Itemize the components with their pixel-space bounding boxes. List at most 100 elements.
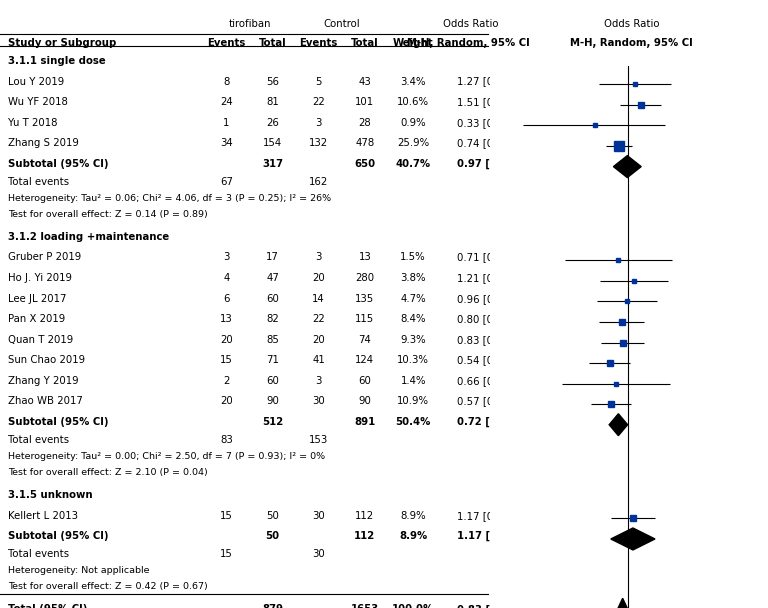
Text: 15: 15 [220,549,233,559]
Text: Test for overall effect: Z = 0.14 (P = 0.89): Test for overall effect: Z = 0.14 (P = 0… [8,210,207,219]
Text: Weight: Weight [393,38,433,47]
Text: Kellert L 2013: Kellert L 2013 [8,511,78,520]
Text: 30: 30 [313,511,325,520]
Text: 0.74 [0.48, 1.14]: 0.74 [0.48, 1.14] [457,138,542,148]
Text: 154: 154 [263,138,283,148]
Text: 8.4%: 8.4% [400,314,426,324]
Text: 3.8%: 3.8% [400,273,426,283]
Text: Study or Subgroup: Study or Subgroup [8,38,116,47]
Text: Odds Ratio: Odds Ratio [443,19,498,29]
Text: 135: 135 [355,294,375,303]
Text: 0.71 [0.12, 4.30]: 0.71 [0.12, 4.30] [457,252,542,263]
Text: tirofiban: tirofiban [228,19,271,29]
Polygon shape [609,413,627,436]
Text: 1.17 [0.56, 2.44]: 1.17 [0.56, 2.44] [457,511,542,520]
Text: 112: 112 [356,511,374,520]
Text: 15: 15 [220,511,233,520]
Text: 10.9%: 10.9% [397,396,429,406]
Text: 13: 13 [220,314,233,324]
Text: 1: 1 [223,118,230,128]
Text: 0.57 [0.29, 1.11]: 0.57 [0.29, 1.11] [457,396,542,406]
Text: 90: 90 [359,396,371,406]
Text: 100.0%: 100.0% [392,604,435,608]
Text: 10.6%: 10.6% [397,97,429,107]
Text: 112: 112 [354,531,376,541]
Text: 10.3%: 10.3% [397,355,429,365]
Text: 24: 24 [220,97,233,107]
Text: 74: 74 [359,334,371,345]
Text: 0.83 [0.67, 1.03]: 0.83 [0.67, 1.03] [457,604,552,608]
Text: 25.9%: 25.9% [397,138,429,148]
Text: 8.9%: 8.9% [400,511,426,520]
Text: 1.17 [0.56, 2.44]: 1.17 [0.56, 2.44] [457,531,552,542]
Text: 0.72 [0.53, 0.98]: 0.72 [0.53, 0.98] [457,417,552,427]
Text: 153: 153 [309,435,329,445]
Text: Ho J. Yi 2019: Ho J. Yi 2019 [8,273,71,283]
Text: Sun Chao 2019: Sun Chao 2019 [8,355,84,365]
Text: 512: 512 [262,417,283,427]
Text: 3.1.5 unknown: 3.1.5 unknown [8,490,92,500]
Text: 20: 20 [313,273,325,283]
Text: Control: Control [323,19,360,29]
Text: 43: 43 [359,77,371,86]
Text: 891: 891 [354,417,376,427]
Text: 40.7%: 40.7% [396,159,431,169]
Text: 478: 478 [355,138,375,148]
Text: 0.97 [0.61, 1.54]: 0.97 [0.61, 1.54] [457,159,552,169]
Text: Test for overall effect: Z = 2.10 (P = 0.04): Test for overall effect: Z = 2.10 (P = 0… [8,468,207,477]
Text: 26: 26 [266,118,279,128]
Text: 14: 14 [313,294,325,303]
Text: 1.5%: 1.5% [400,252,426,263]
Text: 60: 60 [359,376,371,386]
Text: 0.9%: 0.9% [400,118,426,128]
Text: Heterogeneity: Not applicable: Heterogeneity: Not applicable [8,566,149,575]
Text: 56: 56 [266,77,279,86]
Text: 50: 50 [266,531,280,541]
Text: 22: 22 [313,97,325,107]
Text: Subtotal (95% CI): Subtotal (95% CI) [8,531,108,541]
Text: 1.4%: 1.4% [400,376,426,386]
Text: 13: 13 [359,252,371,263]
Text: 280: 280 [356,273,374,283]
Text: Total events: Total events [8,435,69,445]
Text: 879: 879 [262,604,283,608]
Text: 85: 85 [266,334,279,345]
Text: 8: 8 [223,77,230,86]
Text: 83: 83 [220,435,233,445]
Text: Events: Events [300,38,338,47]
Text: 22: 22 [313,314,325,324]
Text: 132: 132 [310,138,328,148]
Text: 317: 317 [262,159,283,169]
Text: 101: 101 [356,97,374,107]
Text: 20: 20 [220,334,233,345]
Text: 50.4%: 50.4% [396,417,431,427]
Text: M-H, Random, 95% CI: M-H, Random, 95% CI [407,38,530,47]
Text: Subtotal (95% CI): Subtotal (95% CI) [8,159,108,169]
Text: M-H, Random, 95% CI: M-H, Random, 95% CI [570,38,693,47]
Text: 82: 82 [266,314,279,324]
Text: Odds Ratio: Odds Ratio [604,19,659,29]
Text: 15: 15 [220,355,233,365]
Text: 1.51 [0.77, 2.96]: 1.51 [0.77, 2.96] [457,97,542,107]
Text: 20: 20 [220,396,233,406]
Text: 2: 2 [223,376,230,386]
Text: 3: 3 [316,252,322,263]
Text: 3.1.1 single dose: 3.1.1 single dose [8,56,105,66]
Text: 1.27 [0.38, 4.19]: 1.27 [0.38, 4.19] [457,77,542,86]
Text: 47: 47 [266,273,279,283]
Text: 4: 4 [223,273,230,283]
Text: 115: 115 [355,314,375,324]
Polygon shape [611,528,655,550]
Text: Events: Events [207,38,246,47]
Text: 81: 81 [266,97,279,107]
Text: Total events: Total events [8,177,69,187]
Text: 1.21 [0.39, 3.71]: 1.21 [0.39, 3.71] [457,273,542,283]
Polygon shape [616,598,629,608]
Text: 1653: 1653 [351,604,379,608]
Text: Test for overall effect: Z = 0.42 (P = 0.67): Test for overall effect: Z = 0.42 (P = 0… [8,582,207,591]
Text: Total: Total [259,38,286,47]
Text: 34: 34 [220,138,233,148]
Text: Zhao WB 2017: Zhao WB 2017 [8,396,82,406]
Text: 30: 30 [313,549,325,559]
Text: 124: 124 [356,355,374,365]
